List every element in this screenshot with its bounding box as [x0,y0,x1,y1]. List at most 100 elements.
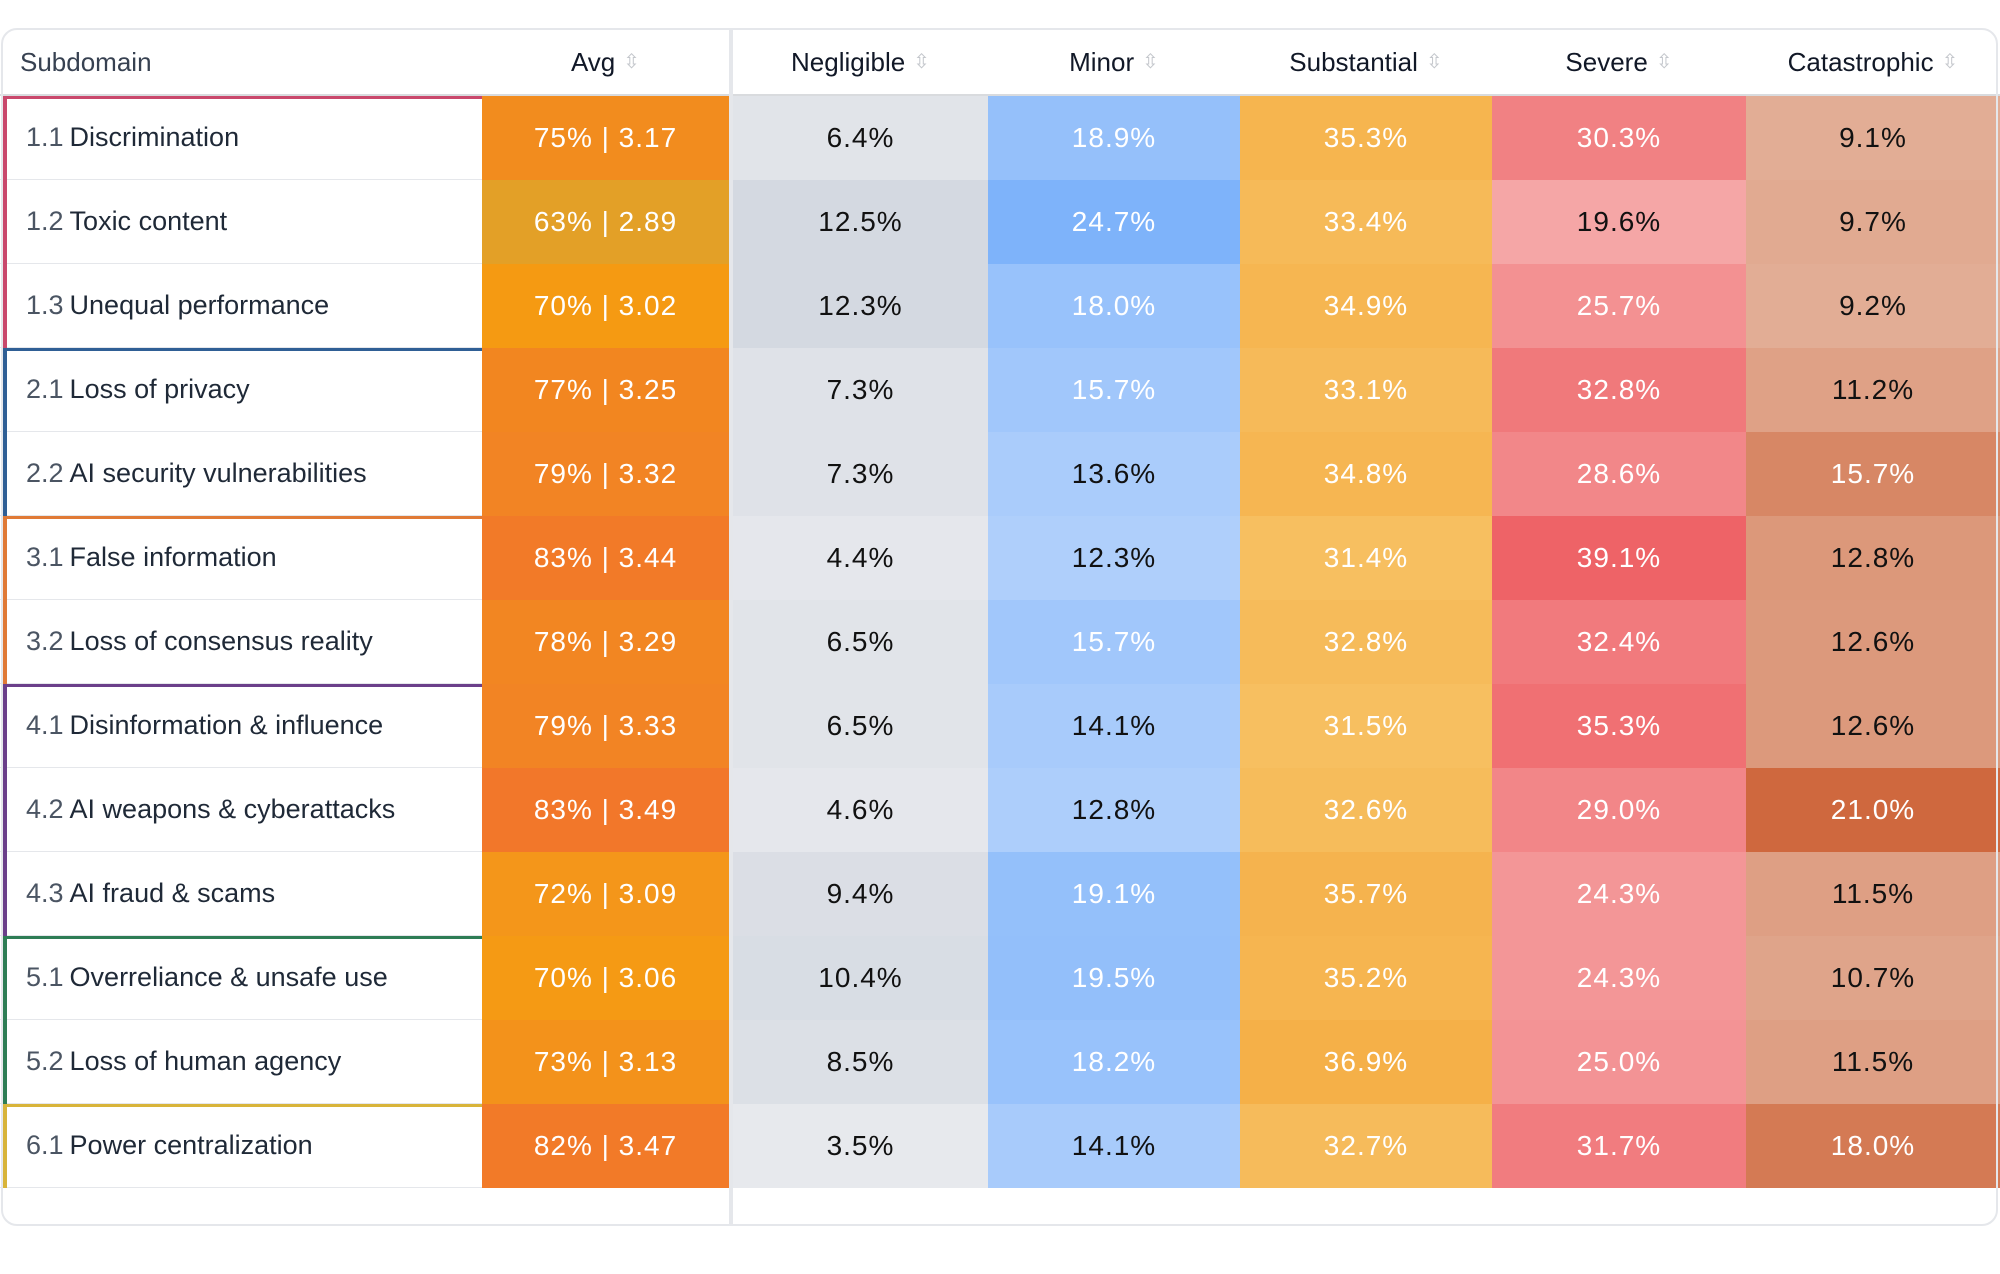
header-catastrophic-label: Catastrophic [1787,46,1934,77]
substantial-cell: 31.4% [1240,516,1492,600]
avg-cell: 75% | 3.17 [482,96,729,180]
subdomain-number: 5.1 [26,962,64,992]
subdomain-number: 3.2 [26,626,64,656]
avg-cell: 83% | 3.44 [482,516,729,600]
subdomain-number: 1.3 [26,290,64,320]
subdomain-number: 2.1 [26,374,64,404]
header-avg-label: Avg [570,46,616,77]
subdomain-name: Overreliance & unsafe use [69,962,388,992]
header-minor-label: Minor [1069,46,1135,77]
group-top-border [3,348,483,351]
subdomain-cell: 1.3 Unequal performance [0,264,482,348]
negligible-cell: 10.4% [733,936,988,1020]
subdomain-name: AI security vulnerabilities [69,458,367,488]
catastrophic-cell: 10.7% [1746,936,2000,1020]
subdomain-number: 4.2 [26,794,64,824]
header-minor[interactable]: Minor ⇳ [988,28,1240,96]
header-substantial[interactable]: Substantial ⇳ [1240,28,1492,96]
catastrophic-cell: 18.0% [1746,1104,2000,1188]
subdomain-number: 5.2 [26,1046,64,1076]
subdomain-number: 1.1 [26,122,64,152]
substantial-cell: 34.9% [1240,264,1492,348]
substantial-cell: 35.7% [1240,852,1492,936]
subdomain-number: 6.1 [26,1130,64,1160]
avg-cell: 79% | 3.33 [482,684,729,768]
header-severe[interactable]: Severe ⇳ [1492,28,1746,96]
severe-cell: 24.3% [1492,936,1746,1020]
minor-cell: 15.7% [988,600,1240,684]
header-negligible[interactable]: Negligible ⇳ [733,28,988,96]
risk-table: Subdomain Avg ⇳ Negligible ⇳ Minor ⇳ Sub… [0,28,2000,1228]
sort-icon: ⇳ [1655,51,1673,73]
subdomain-cell: 5.2 Loss of human agency [0,1020,482,1104]
severe-cell: 28.6% [1492,432,1746,516]
negligible-cell: 3.5% [733,1104,988,1188]
subdomain-cell: 2.1 Loss of privacy [0,348,482,432]
negligible-cell: 7.3% [733,432,988,516]
substantial-cell: 32.8% [1240,600,1492,684]
catastrophic-cell: 9.2% [1746,264,2000,348]
subdomain-name: Disinformation & influence [69,710,384,740]
minor-cell: 12.8% [988,768,1240,852]
group-color-bar [3,432,7,516]
group-color-bar [3,1104,7,1188]
catastrophic-cell: 21.0% [1746,768,2000,852]
substantial-cell: 35.2% [1240,936,1492,1020]
header-severe-label: Severe [1565,46,1648,77]
subdomain-name: Power centralization [69,1130,313,1160]
substantial-cell: 32.6% [1240,768,1492,852]
negligible-cell: 7.3% [733,348,988,432]
minor-cell: 19.5% [988,936,1240,1020]
negligible-cell: 12.3% [733,264,988,348]
header-avg[interactable]: Avg ⇳ [482,28,729,96]
header-catastrophic[interactable]: Catastrophic ⇳ [1746,28,2000,96]
avg-cell: 63% | 2.89 [482,180,729,264]
catastrophic-cell: 15.7% [1746,432,2000,516]
minor-cell: 24.7% [988,180,1240,264]
substantial-cell: 32.7% [1240,1104,1492,1188]
severe-cell: 29.0% [1492,768,1746,852]
catastrophic-cell: 12.6% [1746,684,2000,768]
subdomain-name: Toxic content [69,206,228,236]
severe-cell: 39.1% [1492,516,1746,600]
subdomain-cell: 1.1 Discrimination [0,96,482,180]
subdomain-cell: 6.1 Power centralization [0,1104,482,1188]
subdomain-number: 4.1 [26,710,64,740]
header-subdomain[interactable]: Subdomain [0,28,482,96]
subdomain-name: False information [69,542,277,572]
negligible-cell: 4.4% [733,516,988,600]
catastrophic-cell: 9.7% [1746,180,2000,264]
minor-cell: 14.1% [988,1104,1240,1188]
substantial-cell: 31.5% [1240,684,1492,768]
catastrophic-cell: 11.2% [1746,348,2000,432]
subdomain-number: 3.1 [26,542,64,572]
group-top-border [3,516,483,519]
severe-cell: 32.4% [1492,600,1746,684]
avg-cell: 73% | 3.13 [482,1020,729,1104]
severe-cell: 30.3% [1492,96,1746,180]
negligible-cell: 8.5% [733,1020,988,1104]
sort-icon: ⇳ [623,51,641,73]
minor-cell: 14.1% [988,684,1240,768]
group-color-bar [3,1020,7,1104]
subdomain-name: Loss of consensus reality [69,626,373,656]
catastrophic-cell: 12.6% [1746,600,2000,684]
severe-cell: 19.6% [1492,180,1746,264]
minor-cell: 13.6% [988,432,1240,516]
subdomain-number: 1.2 [26,206,64,236]
group-top-border [3,684,483,687]
subdomain-name: Loss of privacy [69,374,250,404]
severe-cell: 32.8% [1492,348,1746,432]
negligible-cell: 12.5% [733,180,988,264]
avg-cell: 70% | 3.06 [482,936,729,1020]
avg-cell: 70% | 3.02 [482,264,729,348]
catastrophic-cell: 11.5% [1746,1020,2000,1104]
substantial-cell: 35.3% [1240,96,1492,180]
catastrophic-cell: 9.1% [1746,96,2000,180]
group-color-bar [3,180,7,264]
subdomain-cell: 1.2 Toxic content [0,180,482,264]
header-subdomain-label: Subdomain [20,46,152,77]
subdomain-cell: 2.2 AI security vulnerabilities [0,432,482,516]
sort-icon: ⇳ [1425,51,1443,73]
avg-cell: 83% | 3.49 [482,768,729,852]
